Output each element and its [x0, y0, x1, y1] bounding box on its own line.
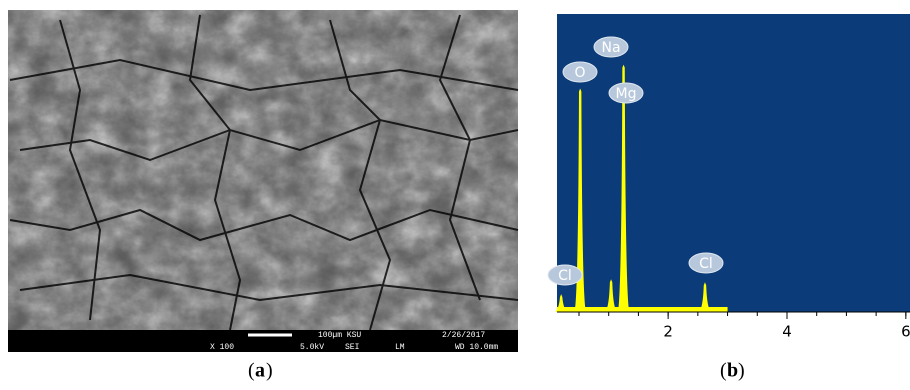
detector: SEI [345, 343, 359, 352]
mode: LM [395, 343, 405, 352]
page: 100µm KSU 2/26/2017 X 100 5.0kV SEI LM W… [0, 0, 910, 385]
x-tick-label: 2 [663, 323, 673, 341]
x-tick-label: 6 [901, 323, 910, 341]
eds-spectrum: Cl O Na Mg Cl 2 4 6 [548, 14, 910, 341]
caption-letter: a [255, 360, 265, 382]
caption-paren: ( [248, 360, 255, 382]
peak-label: Cl [558, 268, 572, 284]
sem-image: 100µm KSU 2/26/2017 X 100 5.0kV SEI LM W… [8, 10, 518, 352]
caption-paren: ) [266, 360, 273, 382]
peak-label: Mg [616, 86, 637, 102]
caption-paren: ( [720, 360, 727, 382]
x-tick-label: 4 [782, 323, 792, 341]
caption-letter: b [727, 360, 738, 382]
plot-background [557, 14, 910, 312]
date: 2/26/2017 [442, 331, 485, 340]
working-distance: WD 10.0mm [455, 343, 498, 352]
scale-label: 100µm KSU [318, 331, 361, 340]
peak-label: O [574, 65, 585, 81]
voltage: 5.0kV [300, 343, 324, 352]
peak-label: Cl [699, 256, 713, 272]
figure: 100µm KSU 2/26/2017 X 100 5.0kV SEI LM W… [0, 0, 910, 385]
caption-paren: ) [738, 360, 745, 382]
magnification: X 100 [210, 343, 234, 352]
peak-label: Na [601, 40, 620, 56]
